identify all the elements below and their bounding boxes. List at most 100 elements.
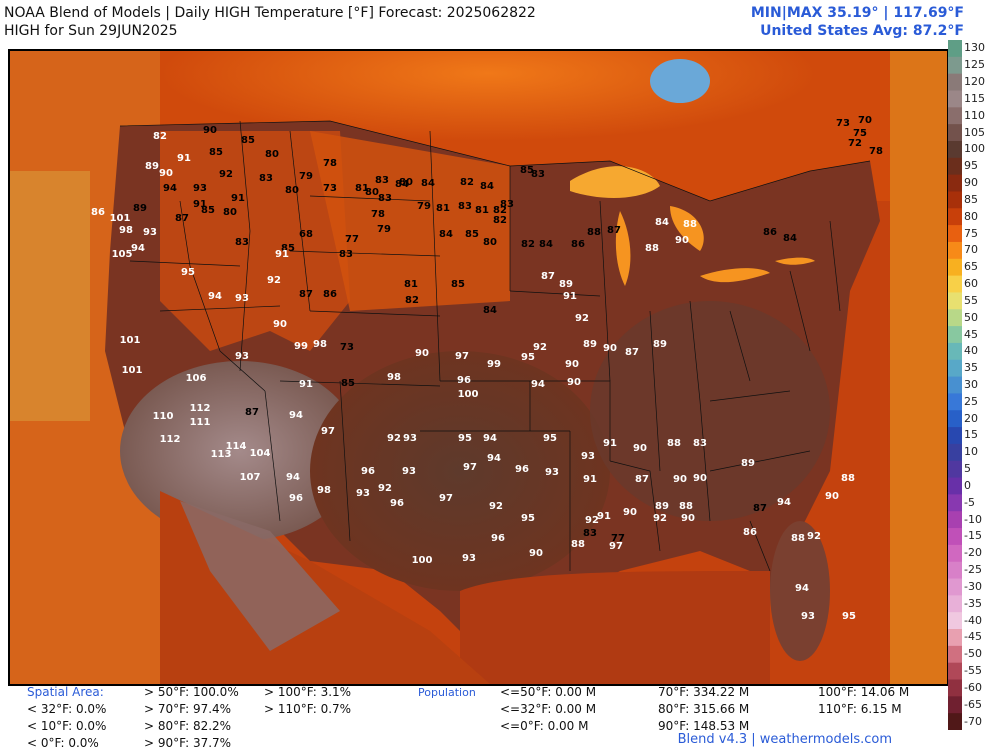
temperature-value: 85 [341, 378, 355, 389]
temperature-value: 91 [275, 249, 289, 260]
temperature-value: 92 [807, 531, 821, 542]
temperature-value: 89 [133, 203, 147, 214]
temperature-value: 93 [235, 293, 249, 304]
temperature-value: 87 [175, 213, 189, 224]
colorbar-segment [948, 713, 962, 730]
colorbar-tick-label: -70 [964, 714, 982, 728]
colorbar-tick-label: 110 [964, 108, 985, 122]
temperature-value: 82 [493, 215, 507, 226]
temperature-value: 92 [378, 483, 392, 494]
temperature-value: 80 [365, 187, 379, 198]
colorbar-segment [948, 359, 962, 378]
temperature-value: 88 [841, 473, 855, 484]
temperature-value: 110 [153, 411, 174, 422]
population-stat: <=0°F: 0.00 M [500, 719, 589, 733]
population-stat: <=32°F: 0.00 M [500, 702, 597, 716]
temperature-value: 90 [603, 343, 617, 354]
temperature-value: 73 [323, 183, 337, 194]
temperature-value: 93 [143, 227, 157, 238]
colorbar-segment [948, 124, 962, 142]
spatial-stat: > 90°F: 37.7% [144, 736, 232, 750]
temperature-value: 101 [120, 335, 141, 346]
colorbar-segment [948, 376, 962, 394]
spatial-area-col2: > 50°F: 100.0% > 70°F: 97.4% > 80°F: 82.… [144, 684, 239, 752]
colorbar-tick-label: 0 [964, 478, 971, 492]
temperature-value: 91 [583, 474, 597, 485]
colorbar-segment [948, 645, 962, 664]
temperature-value: 101 [110, 213, 131, 224]
temperature-value: 90 [159, 168, 173, 179]
temperature-value: 81 [404, 279, 418, 290]
population-stat: <=50°F: 0.00 M [500, 685, 597, 699]
northern-plains-warm [310, 131, 510, 311]
temperature-value: 92 [387, 433, 401, 444]
colorbar-tick-label: 95 [964, 159, 978, 173]
spatial-stat: > 70°F: 97.4% [144, 702, 232, 716]
temperature-value: 98 [317, 485, 331, 496]
lake-erie [700, 268, 770, 283]
desert-southwest [120, 361, 360, 541]
temperature-value: 84 [480, 181, 494, 192]
temperature-value: 88 [679, 501, 693, 512]
temperature-value: 72 [848, 138, 862, 149]
colorbar-tick-label: 15 [964, 428, 978, 442]
temperature-value: 88 [571, 539, 585, 550]
colorbar-tick-label: -65 [964, 697, 982, 711]
temperature-value: 104 [250, 448, 271, 459]
colorbar-tick-label: 40 [964, 344, 978, 358]
temperature-value: 81 [436, 203, 450, 214]
temperature-value: 94 [163, 183, 177, 194]
temperature-value: 93 [356, 488, 370, 499]
credit-link[interactable]: Blend v4.3 | weathermodels.com [677, 732, 892, 747]
map-header: NOAA Blend of Models | Daily HIGH Temper… [4, 4, 536, 40]
temperature-value: 85 [201, 205, 215, 216]
temperature-value: 83 [531, 169, 545, 180]
temperature-value: 92 [267, 275, 281, 286]
colorbar-segment [948, 140, 962, 159]
temperature-map: 82 90 85 89 91 90 85 80 94 93 91 92 83 78 79 80 83 80 84 83… [8, 49, 949, 686]
temperature-value: 95 [521, 513, 535, 524]
colorbar-tick-label: 5 [964, 462, 971, 476]
colorbar-tick-label: -35 [964, 596, 982, 610]
spatial-stat: < 0°F: 0.0% [27, 736, 99, 750]
colorbar-segment [948, 157, 962, 176]
temperature-value: 95 [842, 611, 856, 622]
temperature-value: 93 [193, 183, 207, 194]
minmax-readout: MIN|MAX 35.19° | 117.69°F [750, 5, 964, 21]
colorbar-segment [948, 56, 962, 75]
temperature-value: 88 [667, 438, 681, 449]
temperature-value: 100 [412, 555, 433, 566]
southeast-region [590, 301, 830, 521]
temperature-value: 85 [465, 229, 479, 240]
colorbar-segment [948, 679, 962, 697]
temperature-value: 94 [289, 410, 303, 421]
hudson-bay-cool [650, 59, 710, 103]
temperature-value: 84 [439, 229, 453, 240]
temperature-value: 84 [483, 305, 497, 316]
temperature-value: 99 [487, 359, 501, 370]
colorbar-segment [948, 342, 962, 361]
temperature-value: 89 [741, 458, 755, 469]
temperature-value: 89 [655, 501, 669, 512]
colorbar-tick-label: 65 [964, 260, 978, 274]
colorbar-segment [948, 544, 962, 563]
colorbar-segment [948, 225, 962, 243]
temperature-value: 82 [521, 239, 535, 250]
colorbar-segment [948, 208, 962, 226]
temperature-value: 73 [836, 118, 850, 129]
temperature-value: 93 [581, 451, 595, 462]
temperature-value: 93 [403, 433, 417, 444]
temperature-value: 75 [853, 128, 867, 139]
temperature-value: 88 [645, 243, 659, 254]
temperature-value: 84 [783, 233, 797, 244]
population-stat: 100°F: 14.06 M [818, 685, 910, 699]
population-col4: 100°F: 14.06 M 110°F: 6.15 M [818, 684, 909, 718]
temperature-value: 90 [681, 513, 695, 524]
temperature-value: 86 [91, 207, 105, 218]
temperature-value: 86 [571, 239, 585, 250]
temperature-value: 90 [623, 507, 637, 518]
temperature-value: 80 [399, 177, 413, 188]
colorbar-segment [948, 292, 962, 310]
colorbar-tick-label: -30 [964, 579, 982, 593]
temperature-value: 90 [567, 377, 581, 388]
